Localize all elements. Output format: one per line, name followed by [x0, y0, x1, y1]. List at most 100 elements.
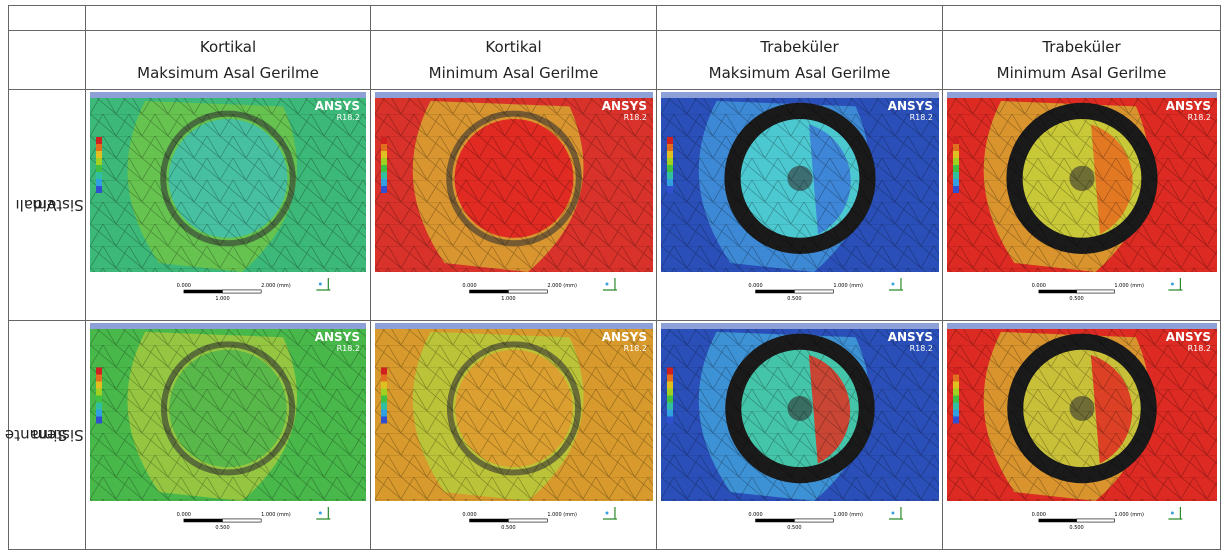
legend-swatch: [667, 389, 673, 396]
legend-swatch: [667, 151, 673, 158]
legend-swatch: [381, 158, 387, 165]
scale-label: 0.000: [177, 512, 191, 518]
legend-swatch: [667, 179, 673, 186]
scale-label: 0.000: [462, 512, 476, 518]
legend-swatch: [381, 137, 387, 144]
legend-swatch: [953, 375, 959, 382]
title-band: [947, 92, 1217, 98]
legend-swatch: [667, 165, 673, 172]
scale-label: 1.000 (mm): [833, 283, 863, 289]
legend-swatch: [96, 375, 102, 382]
version: R18.2: [1187, 113, 1210, 122]
brand: ANSYS: [315, 330, 360, 344]
legend-swatch: [953, 417, 959, 424]
legend-swatch: [381, 403, 387, 410]
scale-label: 1.000 (mm): [833, 512, 863, 518]
empty-row: [9, 6, 1221, 31]
legend-swatch: [953, 396, 959, 403]
title-band: [661, 323, 939, 329]
scale-label: 0.000: [1031, 283, 1045, 289]
title-band: [90, 92, 366, 98]
legend-swatch: [381, 172, 387, 179]
title-band: [375, 323, 653, 329]
legend-swatch: [381, 151, 387, 158]
scale-label: 0.500: [1069, 525, 1083, 531]
scale-bar-half: [794, 290, 833, 293]
version: R18.2: [337, 344, 360, 353]
legend-swatch: [953, 179, 959, 186]
legend-swatch: [96, 410, 102, 417]
brand: ANSYS: [1165, 330, 1210, 344]
triad-dot: [605, 512, 608, 515]
title-band: [661, 92, 939, 98]
header-line-1: Trabeküler: [943, 34, 1220, 60]
scale-label: 1.000 (mm): [1114, 512, 1144, 518]
legend-swatch: [96, 179, 102, 186]
version: R18.2: [623, 344, 646, 353]
header-line-1: Trabeküler: [657, 34, 942, 60]
legend-swatch: [667, 417, 673, 424]
scale-label: 0.500: [215, 525, 229, 531]
triad-dot: [319, 512, 322, 515]
version: R18.2: [909, 344, 932, 353]
legend-swatch: [96, 137, 102, 144]
legend-swatch: [381, 368, 387, 375]
scale-bar-half: [508, 290, 547, 293]
legend-swatch: [953, 158, 959, 165]
mesh: [947, 323, 1217, 501]
legend-swatch: [381, 389, 387, 396]
legend-swatch: [381, 144, 387, 151]
scale-label: 1.000 (mm): [1114, 283, 1144, 289]
brand: ANSYS: [315, 99, 360, 113]
scale-label: 2.000 (mm): [547, 283, 577, 289]
page: KortikalMaksimum Asal GerilmeKortikalMin…: [0, 0, 1223, 546]
legend-swatch: [953, 151, 959, 158]
legend-swatch: [381, 396, 387, 403]
legend-swatch: [667, 144, 673, 151]
scale-label: 1.000: [215, 296, 229, 302]
title-band: [375, 92, 653, 98]
legend-swatch: [667, 396, 673, 403]
mesh: [375, 323, 653, 501]
triad-dot: [891, 512, 894, 515]
version: R18.2: [623, 113, 646, 122]
scale-label: 0.000: [177, 283, 191, 289]
scale-label: 0.000: [1031, 512, 1045, 518]
legend-swatch: [953, 410, 959, 417]
legend-swatch: [667, 172, 673, 179]
brand: ANSYS: [887, 99, 932, 113]
scale-bar-half: [222, 290, 261, 293]
legend-swatch: [667, 375, 673, 382]
legend-swatch: [953, 382, 959, 389]
version: R18.2: [1187, 344, 1210, 353]
version: R18.2: [909, 113, 932, 122]
axis-triad: [888, 507, 902, 519]
legend-swatch: [667, 186, 673, 193]
axis-triad: [316, 507, 330, 519]
scale-label: 1.000 (mm): [261, 512, 291, 518]
legend-swatch: [381, 375, 387, 382]
legend-swatch: [667, 158, 673, 165]
triad-dot: [891, 283, 894, 286]
axis-triad: [1168, 507, 1182, 519]
mesh: [90, 323, 366, 501]
legend-swatch: [96, 396, 102, 403]
legend-swatch: [96, 151, 102, 158]
axis-triad: [602, 278, 616, 290]
legend-swatch: [96, 186, 102, 193]
header-line-2: Minimum Asal Gerilme: [943, 60, 1220, 86]
legend-swatch: [96, 368, 102, 375]
